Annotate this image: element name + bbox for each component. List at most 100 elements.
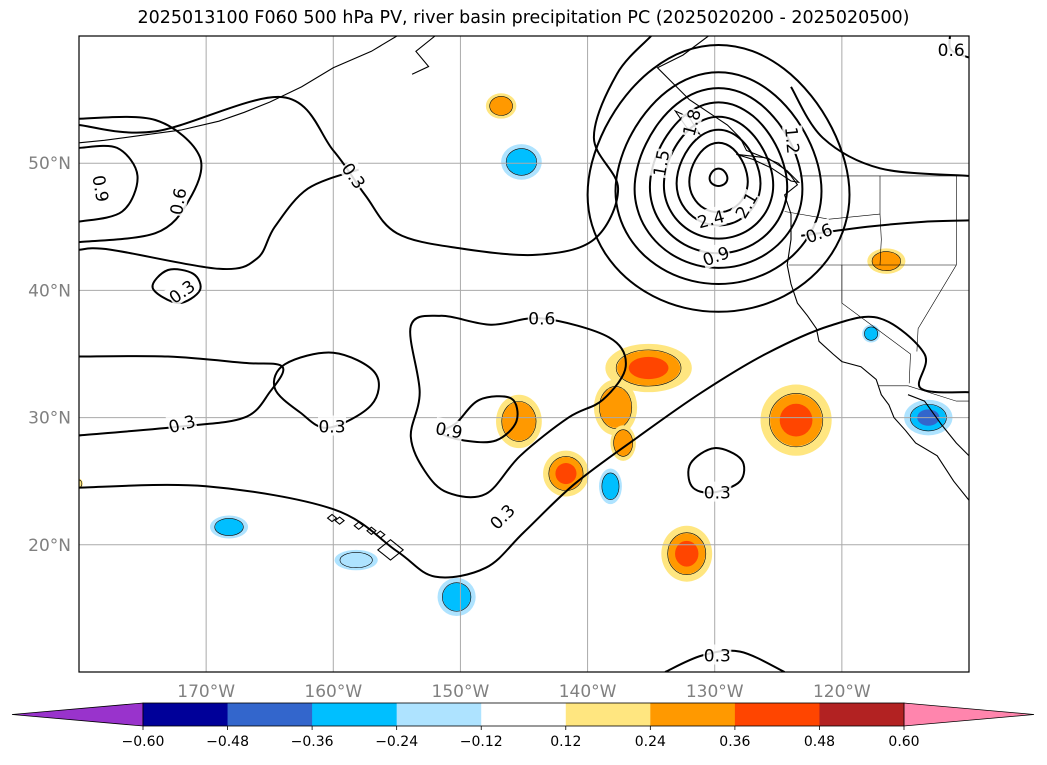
- precip-level-fill: [442, 583, 471, 611]
- lon-tick-label: 160°W: [304, 682, 362, 702]
- pv-contour-0.9: [614, 71, 823, 286]
- pv-contour-0.3: [79, 315, 969, 579]
- coastline-aleutians: [79, 36, 398, 144]
- contour-label: 0.6: [527, 307, 556, 329]
- colorbar-outline: [142, 702, 905, 727]
- precip-anomaly-patch: [661, 525, 713, 582]
- precip-thin-contour: [601, 472, 620, 500]
- precip-thin-contour: [769, 393, 824, 448]
- contour-label: 0.9: [433, 417, 465, 443]
- precip-anomaly-patch: [543, 450, 589, 497]
- contour-label: 0.9: [87, 172, 114, 204]
- gridlines: [79, 36, 969, 672]
- latitude-labels: 20°N 30°N 40°N 50°N: [28, 154, 71, 556]
- precip-anomaly-patch: [862, 324, 880, 343]
- colorbar-tick-label: −0.60: [122, 734, 165, 750]
- contour-label: 1.8: [677, 106, 706, 138]
- contour-label: 0.3: [484, 499, 520, 534]
- precip-level-fill: [872, 251, 901, 271]
- political-border: [878, 385, 969, 402]
- precip-thin-contour: [442, 582, 472, 612]
- precip-thin-contour: [615, 349, 682, 387]
- colorbar-tick-label: 0.12: [550, 734, 581, 750]
- contour-label: 0.3: [164, 274, 200, 309]
- contour-label: 0.3: [318, 415, 346, 438]
- contour-label: 1.5: [648, 147, 674, 179]
- colorbar-tick-label: −0.12: [460, 734, 503, 750]
- contour-label: 2.1: [729, 187, 763, 222]
- precip-anomaly-patch: [485, 93, 517, 119]
- island-hawaii: [326, 513, 338, 523]
- precip-level-fill: [502, 401, 536, 441]
- precip-thin-contour: [871, 251, 901, 271]
- precip-anomaly-patch: [867, 248, 906, 274]
- contour-label-text: 1.2: [780, 126, 802, 155]
- colorbar-tick-label: 0.24: [635, 734, 666, 750]
- political-border: [784, 211, 881, 220]
- contour-label-text: 0.9: [434, 419, 464, 443]
- lat-tick-label: 40°N: [28, 281, 71, 301]
- colorbar-segment: [227, 703, 313, 726]
- colorbar-segment: [650, 703, 736, 726]
- pv-contour-0.3: [272, 351, 380, 429]
- precip-level-fill: [602, 473, 619, 500]
- precip-anomaly-patch: [79, 478, 83, 489]
- colorbar-segment: [565, 703, 651, 726]
- island-hawaii: [376, 538, 405, 561]
- pv-contour-1.2: [633, 87, 804, 269]
- lon-tick-label: 170°W: [177, 682, 235, 702]
- lat-tick-label: 50°N: [28, 154, 71, 174]
- precip-thin-contour: [489, 96, 513, 116]
- colorbar-segment: [312, 703, 398, 726]
- precip-thin-contour: [79, 479, 83, 488]
- precip-anomaly-patch: [501, 144, 542, 180]
- precip-anomaly-patch: [209, 515, 249, 539]
- colorbar-tick-label: 0.48: [804, 734, 835, 750]
- colorbar-tick-label: −0.36: [291, 734, 334, 750]
- contour-label-text: 0.9: [87, 174, 111, 204]
- figure-title: 2025013100 F060 500 hPa PV, river basin …: [137, 8, 910, 28]
- precip-thin-contour: [214, 518, 244, 536]
- precip-thin-contour: [501, 401, 537, 442]
- contour-label: 0.6: [937, 39, 966, 61]
- contour-label: 2.4: [694, 204, 727, 233]
- lon-tick-label: 130°W: [686, 682, 744, 702]
- precip-level-fill: [599, 386, 632, 428]
- precip-level-fill: [506, 148, 537, 175]
- contour-label-text: 0.3: [486, 501, 519, 534]
- precip-level-fill: [864, 327, 878, 341]
- colorbar-segment: [396, 703, 482, 726]
- pv-contour-2.1: [675, 128, 762, 227]
- coastline-mexico: [907, 394, 969, 458]
- pv-contour-0.6: [79, 115, 203, 244]
- contour-label: 0.3: [703, 481, 732, 504]
- contour-label-text: 0.6: [938, 41, 965, 61]
- contour-label: 0.3: [165, 409, 198, 438]
- precip-level-fill: [334, 549, 378, 571]
- precip-thin-contour: [864, 326, 879, 341]
- political-border: [916, 175, 957, 352]
- pv-contour-0.9: [79, 144, 139, 223]
- precip-fill-layer: [79, 93, 953, 617]
- island-hawaii: [353, 521, 365, 531]
- longitude-labels: 170°W 160°W 150°W 140°W 130°W 120°W: [177, 682, 871, 702]
- pv-contour-2.7: [708, 167, 729, 188]
- colorbar-segment: [819, 703, 905, 726]
- precip-thin-contour: [613, 429, 634, 457]
- map-frame: [78, 35, 970, 673]
- pv-contour-0.6: [586, 43, 851, 313]
- precip-anomaly-patch: [760, 384, 832, 456]
- contour-label: 0.6: [802, 218, 835, 248]
- island-hawaii: [334, 516, 345, 525]
- contour-label: 1.2: [780, 125, 805, 156]
- precip-anomaly-patch: [610, 425, 636, 461]
- colorbar-tick-label: 0.60: [888, 734, 919, 750]
- contour-label-text: 0.3: [166, 277, 200, 309]
- pv-contour-0.6: [409, 314, 627, 499]
- precip-level-fill: [779, 403, 813, 437]
- precip-level-fill: [215, 518, 243, 536]
- precip-thin-contour: [339, 552, 373, 568]
- contour-label-text: 0.3: [318, 418, 345, 438]
- pv-contour-0.3: [79, 168, 360, 271]
